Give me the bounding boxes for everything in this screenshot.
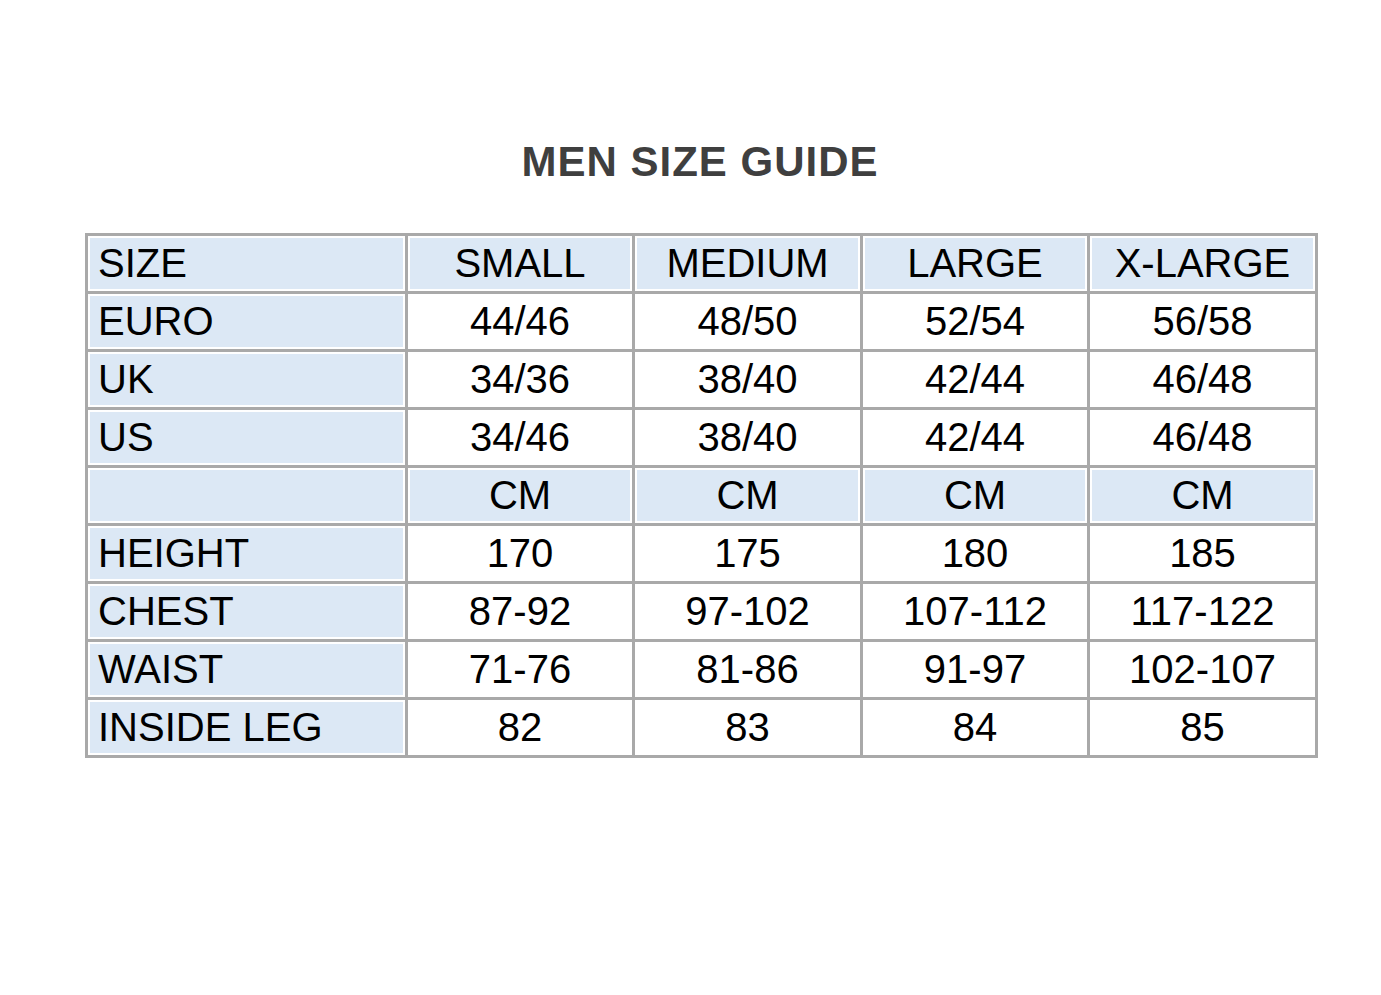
table-row-uk: UK 34/36 38/40 42/44 46/48 [87,351,1317,409]
cell-waist-xlarge: 102-107 [1089,641,1317,699]
cell-units-small: CM [407,467,634,525]
cell-us-small: 34/46 [407,409,634,467]
cell-uk-small: 34/36 [407,351,634,409]
cell-uk-medium: 38/40 [634,351,862,409]
cell-height-medium: 175 [634,525,862,583]
cell-chest-small: 87-92 [407,583,634,641]
cell-height-large: 180 [862,525,1089,583]
header-cell-large: LARGE [862,235,1089,293]
cell-inside-leg-large: 84 [862,699,1089,757]
table-row-units: CM CM CM CM [87,467,1317,525]
header-cell-medium: MEDIUM [634,235,862,293]
cell-inside-leg-medium: 83 [634,699,862,757]
header-cell-size: SIZE [87,235,407,293]
cell-chest-xlarge: 117-122 [1089,583,1317,641]
cell-chest-large: 107-112 [862,583,1089,641]
table-row-euro: EURO 44/46 48/50 52/54 56/58 [87,293,1317,351]
cell-us-medium: 38/40 [634,409,862,467]
cell-units-xlarge: CM [1089,467,1317,525]
cell-us-large: 42/44 [862,409,1089,467]
header-cell-xlarge: X-LARGE [1089,235,1317,293]
cell-chest-medium: 97-102 [634,583,862,641]
cell-inside-leg-small: 82 [407,699,634,757]
cell-waist-large: 91-97 [862,641,1089,699]
cell-euro-small: 44/46 [407,293,634,351]
cell-uk-xlarge: 46/48 [1089,351,1317,409]
table-row-waist: WAIST 71-76 81-86 91-97 102-107 [87,641,1317,699]
cell-euro-medium: 48/50 [634,293,862,351]
row-label-chest: CHEST [87,583,407,641]
header-cell-small: SMALL [407,235,634,293]
cell-waist-medium: 81-86 [634,641,862,699]
row-label-inside-leg: INSIDE LEG [87,699,407,757]
row-label-height: HEIGHT [87,525,407,583]
row-label-units [87,467,407,525]
cell-waist-small: 71-76 [407,641,634,699]
cell-euro-xlarge: 56/58 [1089,293,1317,351]
men-size-guide-table: SIZE SMALL MEDIUM LARGE X-LARGE EURO 44/… [85,233,1318,758]
table-row-us: US 34/46 38/40 42/44 46/48 [87,409,1317,467]
row-label-us: US [87,409,407,467]
cell-inside-leg-xlarge: 85 [1089,699,1317,757]
cell-height-small: 170 [407,525,634,583]
cell-units-large: CM [862,467,1089,525]
page-title: MEN SIZE GUIDE [85,138,1315,186]
cell-euro-large: 52/54 [862,293,1089,351]
table-header-row: SIZE SMALL MEDIUM LARGE X-LARGE [87,235,1317,293]
cell-us-xlarge: 46/48 [1089,409,1317,467]
cell-uk-large: 42/44 [862,351,1089,409]
row-label-euro: EURO [87,293,407,351]
table-row-height: HEIGHT 170 175 180 185 [87,525,1317,583]
row-label-waist: WAIST [87,641,407,699]
table-row-chest: CHEST 87-92 97-102 107-112 117-122 [87,583,1317,641]
cell-height-xlarge: 185 [1089,525,1317,583]
cell-units-medium: CM [634,467,862,525]
table-row-inside-leg: INSIDE LEG 82 83 84 85 [87,699,1317,757]
row-label-uk: UK [87,351,407,409]
